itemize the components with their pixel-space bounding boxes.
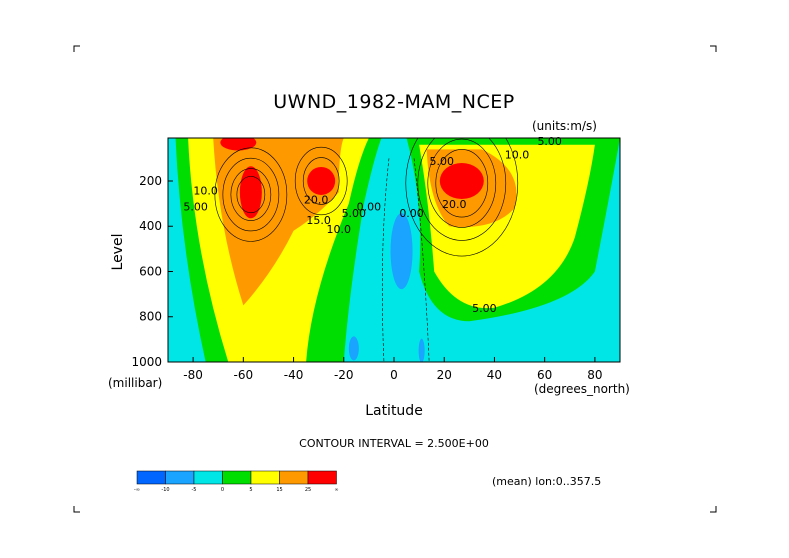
contour-line [236, 176, 266, 214]
colorbar-label: 15 [276, 487, 282, 493]
colorbar-label: 25 [305, 487, 311, 493]
fill-easterly-blue-small [348, 336, 359, 361]
contour-line [302, 157, 340, 205]
y-tick-label: 600 [139, 264, 162, 278]
colorbar-label: ∞ [334, 487, 338, 493]
x-tick-label: 80 [587, 368, 602, 382]
fill-core-nh-red [439, 162, 484, 199]
contour-label: 0.00 [399, 207, 424, 220]
colorbar-swatch [222, 470, 252, 485]
colorbar-label: 5 [249, 487, 252, 493]
x-tick-label: 20 [437, 368, 452, 382]
contour-label: 0.00 [357, 200, 382, 213]
contour-label: 15.0 [306, 214, 331, 227]
colorbar-swatch [279, 470, 309, 485]
contour-label: 10.0 [193, 185, 218, 198]
y-axis-label: Level [110, 234, 126, 271]
fill-core-nh-sub-red [307, 166, 336, 195]
fill-polar-cyan [569, 336, 586, 362]
colorbar: -∞ -10 -5 0 5 15 25 ∞ [134, 470, 339, 493]
crop-marks [73, 45, 717, 513]
colorbar-swatch [250, 470, 280, 485]
contour-line-dashed [413, 158, 430, 362]
plot-area [168, 138, 620, 362]
contour-label: 5.00 [183, 200, 208, 213]
contour-label: 5.00 [342, 207, 367, 220]
contour-label: 5.00 [537, 135, 562, 148]
colorbar-swatch [136, 470, 166, 485]
contour-line [230, 168, 272, 221]
contour-line [435, 149, 489, 218]
contour-line [405, 138, 519, 257]
contour-label: 5.00 [429, 155, 454, 168]
colorbar-swatch [307, 470, 337, 485]
contour-interval-text: CONTOUR INTERVAL = 2.500E+00 [299, 437, 489, 450]
x-axis-label: Latitude [365, 403, 423, 419]
contour-line [417, 138, 507, 241]
fill-core-sh-red [239, 166, 262, 219]
units-label: (units:m/s) [532, 119, 597, 133]
colorbar-label: 0 [221, 487, 224, 493]
contour-label: 20.0 [442, 198, 467, 211]
contour-label: 10.0 [505, 148, 530, 161]
fill-core-top-red [220, 138, 257, 151]
colorbar-label: -5 [192, 487, 197, 493]
y-unit-label: (millibar) [108, 376, 162, 390]
chart-title: UWND_1982-MAM_NCEP [273, 91, 514, 113]
y-tick-label: 200 [139, 174, 162, 188]
x-unit-label: (degrees_north) [534, 382, 630, 396]
contour-line [222, 157, 280, 232]
contour-line [427, 138, 497, 228]
x-tick-label: 0 [390, 368, 398, 382]
x-tick-label: -60 [234, 368, 254, 382]
y-tick-label: 1000 [131, 355, 162, 369]
fill-easterly-blue-small [418, 338, 425, 362]
x-tick-label: 60 [537, 368, 552, 382]
contour-label: 5.00 [472, 302, 497, 315]
x-tick-label: 40 [487, 368, 502, 382]
y-tick-label: 800 [139, 310, 162, 324]
contour-line [214, 147, 288, 242]
contour-line [294, 146, 348, 216]
colorbar-label: -∞ [134, 487, 140, 493]
fill-easterly-blue [390, 213, 413, 290]
contour-label: 20.0 [304, 194, 329, 207]
colorbar-swatch [193, 470, 223, 485]
colorbar-label: -10 [161, 487, 169, 493]
x-tick-label: -40 [284, 368, 304, 382]
x-tick-label: -20 [334, 368, 354, 382]
contour-label: 10.0 [327, 223, 352, 236]
colorbar-swatch [165, 470, 195, 485]
y-tick-label: 400 [139, 219, 162, 233]
x-tick-label: -80 [183, 368, 203, 382]
contour-line-dashed [381, 158, 390, 362]
footer-text: (mean) lon:0..357.5 [492, 475, 601, 488]
